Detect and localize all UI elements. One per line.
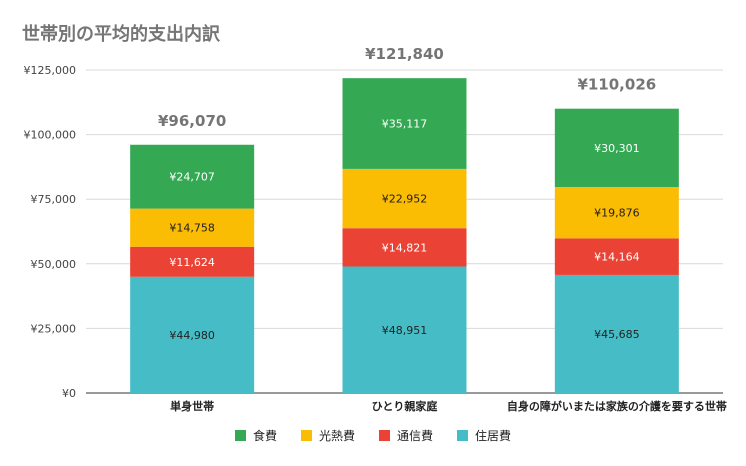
- bar-segment: [554, 186, 679, 239]
- legend-swatch: [300, 430, 312, 441]
- legend-item: 通信費: [379, 427, 433, 444]
- bar-segment: [554, 108, 679, 187]
- data-label: ¥14,821: [382, 241, 428, 254]
- y-tick-label: ¥100,000: [24, 129, 77, 142]
- data-label: ¥48,951: [382, 324, 428, 337]
- legend-label: 通信費: [397, 429, 434, 443]
- legend-label: 住居費: [475, 429, 512, 443]
- legend-swatch: [379, 430, 390, 441]
- data-label: ¥19,876: [594, 207, 640, 220]
- y-tick-label: ¥25,000: [31, 322, 77, 335]
- x-tick-label: ひとり親家庭: [372, 399, 438, 413]
- data-label: ¥22,952: [382, 193, 428, 206]
- bar-segment: [130, 144, 255, 209]
- bar-segment: [130, 246, 255, 277]
- data-label: ¥35,117: [382, 118, 428, 131]
- bar-segment: [342, 228, 467, 267]
- legend-label: 食費: [252, 429, 277, 443]
- data-label: ¥44,980: [169, 329, 215, 342]
- total-label: ¥96,070: [158, 112, 226, 130]
- legend-label: 光熱費: [318, 429, 355, 443]
- data-label: ¥30,301: [594, 142, 640, 155]
- bar-segment: [130, 208, 255, 247]
- legend-item: 食費: [234, 427, 277, 444]
- bar-segment: [342, 168, 467, 229]
- legend-swatch: [234, 430, 246, 441]
- x-tick-label: 単身世帯: [170, 399, 214, 413]
- data-label: ¥14,758: [169, 222, 215, 235]
- legend-item: 光熱費: [300, 427, 355, 444]
- data-label: ¥24,707: [169, 171, 215, 184]
- data-label: ¥45,685: [594, 328, 640, 341]
- y-tick-label: ¥0: [62, 387, 76, 400]
- data-label: ¥11,624: [169, 256, 215, 269]
- legend-swatch: [457, 430, 469, 441]
- y-tick-label: ¥75,000: [31, 193, 77, 206]
- legend-item: 住居費: [457, 427, 511, 444]
- bar-segment: [342, 266, 467, 393]
- y-tick-label: ¥50,000: [31, 258, 77, 271]
- total-label: ¥110,026: [577, 76, 656, 94]
- bar-segment: [554, 274, 679, 393]
- chart-title: 世帯別の平均的支出内訳: [22, 24, 220, 45]
- x-tick-label: 自身の障がいまたは家族の介護を要する世帯: [507, 399, 727, 413]
- data-label: ¥14,164: [594, 251, 640, 264]
- bar-segment: [554, 238, 679, 275]
- bar-segment: [130, 276, 255, 393]
- y-tick-label: ¥125,000: [24, 64, 77, 77]
- chart-legend: 食費 光熱費 通信費 住居費: [0, 427, 746, 444]
- total-label: ¥121,840: [365, 45, 444, 63]
- bar-segment: [342, 78, 467, 169]
